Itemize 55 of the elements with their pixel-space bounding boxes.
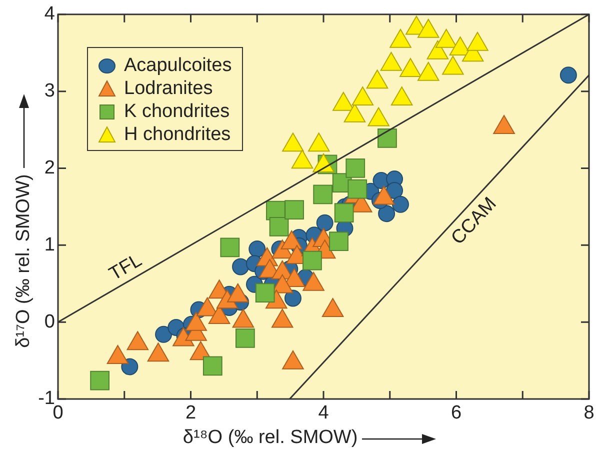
- x-tick-label: 2: [185, 402, 196, 424]
- legend-label: Lodranites: [124, 78, 213, 100]
- point: [284, 290, 302, 307]
- point: [291, 150, 314, 169]
- point: [329, 232, 348, 252]
- y-tick-label: 1: [44, 234, 55, 256]
- point: [316, 214, 334, 232]
- point: [308, 132, 330, 152]
- y-axis-title: δ¹⁷O (‰ rel. SMOW): [12, 174, 35, 348]
- point: [232, 258, 250, 276]
- point: [248, 240, 266, 258]
- legend-label: K chondrites: [124, 100, 230, 123]
- legend-label: Acapulcoites: [124, 54, 232, 77]
- point: [155, 326, 172, 343]
- y-tick-label: 3: [44, 80, 55, 102]
- x-tick-label: 8: [584, 402, 594, 424]
- point: [390, 28, 412, 48]
- point: [202, 356, 222, 376]
- legend-label: H chondrites: [124, 124, 231, 146]
- point: [442, 56, 464, 75]
- point: [435, 28, 458, 48]
- point: [255, 283, 275, 303]
- x-tick-label: 4: [318, 402, 330, 424]
- point: [493, 114, 515, 134]
- point: [332, 92, 354, 111]
- point: [302, 250, 322, 270]
- point: [90, 370, 110, 390]
- point: [417, 62, 440, 81]
- point: [269, 217, 289, 236]
- point: [386, 182, 404, 200]
- point: [366, 70, 388, 89]
- point: [235, 328, 255, 348]
- x-axis-title: δ¹⁸O (‰ rel. SMOW): [182, 427, 358, 449]
- point: [284, 200, 304, 220]
- y-tick-label: 2: [44, 157, 55, 178]
- point: [378, 205, 396, 222]
- point: [220, 238, 240, 258]
- point: [380, 52, 402, 71]
- annotation: TFL: [106, 250, 146, 286]
- point: [466, 32, 488, 51]
- y-tick-label: 0: [44, 311, 55, 332]
- point: [352, 86, 374, 106]
- point: [400, 58, 422, 78]
- point: [346, 158, 366, 178]
- point: [390, 86, 413, 106]
- point: [392, 196, 409, 213]
- point: [334, 203, 354, 223]
- point: [368, 107, 390, 126]
- point: [313, 184, 333, 204]
- y-tick-label: -1: [38, 388, 55, 410]
- point: [417, 18, 440, 38]
- x-tick-label: 6: [450, 402, 462, 424]
- point: [348, 179, 368, 199]
- point: [282, 132, 304, 152]
- y-tick-label: 4: [44, 4, 56, 25]
